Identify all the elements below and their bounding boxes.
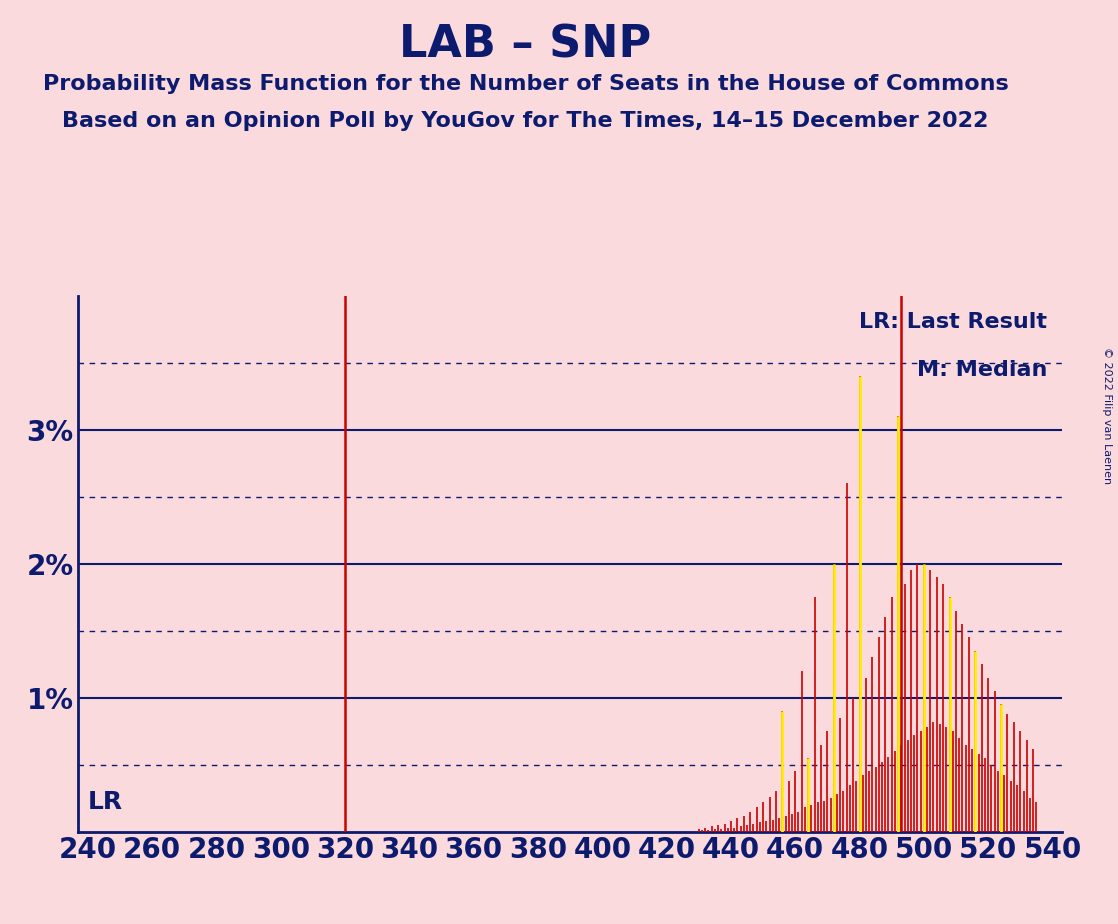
Text: LAB – SNP: LAB – SNP [399, 23, 652, 67]
Text: Probability Mass Function for the Number of Seats in the House of Commons: Probability Mass Function for the Number… [42, 74, 1008, 94]
Text: M: Median: M: Median [917, 360, 1048, 380]
Text: © 2022 Filip van Laenen: © 2022 Filip van Laenen [1102, 347, 1112, 484]
Text: LR: LR [88, 790, 123, 814]
Text: Based on an Opinion Poll by YouGov for The Times, 14–15 December 2022: Based on an Opinion Poll by YouGov for T… [63, 111, 988, 131]
Text: LR: Last Result: LR: Last Result [860, 311, 1048, 332]
